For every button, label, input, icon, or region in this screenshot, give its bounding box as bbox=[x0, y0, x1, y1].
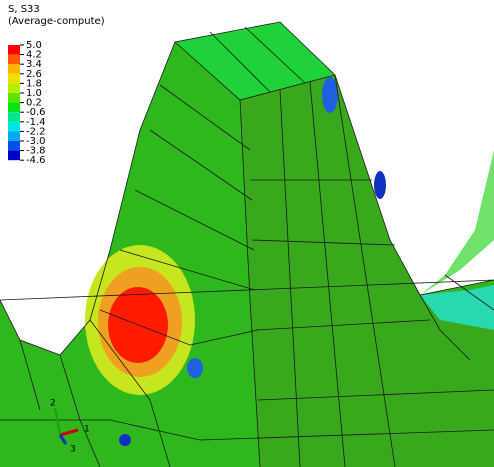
triad-label: 2 bbox=[50, 399, 56, 409]
legend-swatch bbox=[8, 74, 20, 84]
legend-title: S, S33 bbox=[8, 4, 40, 15]
triad-label: 1 bbox=[84, 425, 90, 435]
legend-swatch bbox=[8, 112, 20, 122]
blue-spot bbox=[119, 434, 131, 446]
triad-label: 3 bbox=[70, 445, 76, 455]
blue-spot bbox=[187, 358, 203, 378]
legend-swatch bbox=[8, 151, 20, 161]
contour-plot: S, S33 (Average-compute) 5.04.23.42.61.8… bbox=[0, 0, 494, 467]
legend-swatch bbox=[8, 64, 20, 74]
blue-spot bbox=[322, 77, 338, 113]
legend-subtitle: (Average-compute) bbox=[8, 16, 105, 27]
legend-swatch bbox=[8, 103, 20, 113]
legend-swatch bbox=[8, 45, 20, 55]
legend-swatch bbox=[8, 83, 20, 93]
blue-spot bbox=[374, 171, 386, 199]
legend-swatch bbox=[8, 93, 20, 103]
legend-swatch bbox=[8, 141, 20, 151]
legend-label: -4.6 bbox=[26, 155, 46, 166]
legend-swatch bbox=[8, 55, 20, 65]
legend-swatch bbox=[8, 122, 20, 132]
legend-swatch bbox=[8, 131, 20, 141]
